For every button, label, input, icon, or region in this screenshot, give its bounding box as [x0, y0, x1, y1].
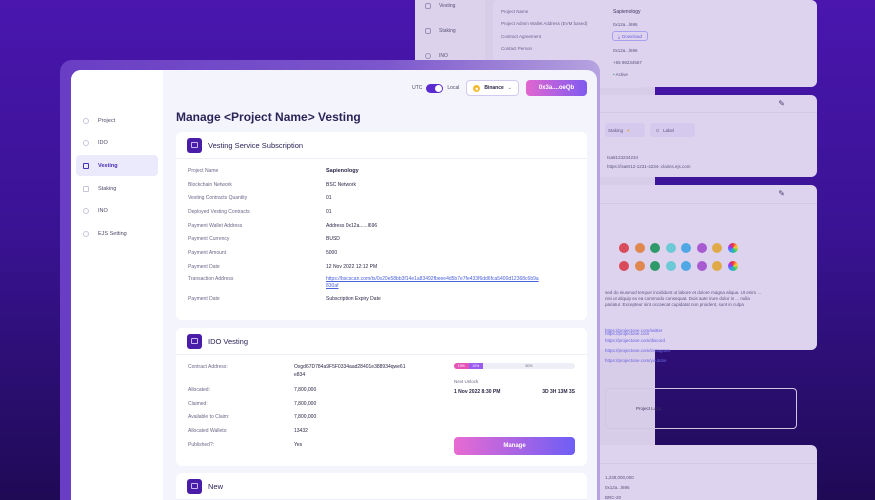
sidebar-item-ejs-setting[interactable]: EJS Setting: [76, 223, 158, 244]
download-icon: ⤓: [617, 33, 620, 39]
detail-row: Payment Amount 5000: [188, 249, 338, 256]
unlock-panel: 10% 10% 80% Next Unlock 1 Nov 2022 8:30 …: [454, 363, 575, 395]
sidebar-item-staking[interactable]: Staking: [76, 178, 158, 199]
next-unlock-row: 1 Nov 2022 8:30 PM 3D 3H 13M 3S: [454, 389, 575, 395]
subscription-card: Vesting Service Subscription Project Nam…: [176, 132, 587, 320]
chart-box-icon: [83, 162, 89, 169]
ido-vesting-body: Contract Address: Oxgd67D784a9F5F0334aad2…: [176, 355, 587, 465]
detail-row: Payment Wallet Address Address 0x12a.....…: [188, 222, 378, 229]
checkbox-icon: [656, 128, 659, 132]
detail-row: Available to Claim: 7,800,000: [188, 414, 317, 421]
detail-row: Published?: Yes: [188, 442, 303, 449]
chart-box-icon: [187, 333, 202, 349]
transaction-link[interactable]: https://bscscan.com/tx/0x20e58bb3f14e1a8…: [326, 276, 539, 289]
coin-icon: ●: [627, 127, 630, 133]
bg-sidebar-item: INO: [415, 43, 485, 68]
manage-button[interactable]: Manage: [454, 437, 575, 455]
project-logo-dropzone[interactable]: Project Logo: [605, 388, 797, 429]
detail-row: Payment Date Subscription Expiry Date: [188, 296, 381, 303]
page-title: Manage <Project Name> Vesting: [176, 110, 361, 124]
chart-box-icon: [425, 2, 431, 9]
subscription-details: Project Name Sapienology Blockchain Netwo…: [176, 159, 587, 306]
detail-row: Allocated: 7,800,000: [188, 386, 317, 393]
chevron-down-icon: ⌄: [507, 85, 512, 91]
ido-details: Contract Address: Oxgd67D784a9F5F0334aad2…: [176, 361, 446, 452]
timezone-toggle-group: UTC Local: [412, 83, 460, 93]
ido-vesting-card: IDO Vesting Contract Address: Oxgd67D784a…: [176, 328, 587, 466]
network-selector[interactable]: ◆ Binance ⌄: [466, 80, 519, 96]
chart-box-icon: [187, 478, 202, 494]
sidebar-nav: Project IDO Vesting Staking INO EJS Sett…: [76, 110, 158, 246]
timezone-toggle[interactable]: [426, 83, 444, 93]
next-unlock-date: 1 Nov 2022 8:30 PM: [454, 389, 501, 395]
check-circle-icon: [83, 117, 89, 124]
bg-card-tags: ✎ Staking ● Label Isa8123234234 https://i…: [595, 95, 817, 177]
bg-sidebar-item: Staking: [415, 18, 485, 43]
status-dot-icon: •: [613, 72, 615, 77]
detail-row: Project Name Sapienology: [188, 167, 359, 174]
wallet-button[interactable]: 0x3a....oeQb: [526, 80, 587, 96]
sidebar-item-ino[interactable]: INO: [76, 201, 158, 222]
binance-icon: ◆: [473, 84, 481, 92]
download-button[interactable]: ⤓ Download: [612, 31, 648, 41]
edit-icon[interactable]: ✎: [778, 189, 785, 198]
layers-icon: [83, 185, 89, 192]
layers-icon: [425, 27, 431, 34]
detail-row: Vesting Contracts Quantity 01: [188, 195, 332, 202]
social-links: https://projectone.com/twitter https://p…: [605, 328, 671, 363]
main-window: Project IDO Vesting Staking INO EJS Sett…: [71, 70, 597, 500]
sidebar-item-project[interactable]: Project: [76, 110, 158, 131]
countdown: 3D 3H 13M 3S: [542, 389, 575, 395]
detail-row: Payment Date 12 Nov 2022 12:12 PM: [188, 263, 378, 270]
tag-staking: Staking ●: [605, 123, 645, 137]
topbar: UTC Local ◆ Binance ⌄ 0x3a....oeQb: [412, 80, 587, 96]
bg-card-project-values: Sapienology 0x12a...l696 ⤓ Download 0x12a…: [595, 0, 817, 87]
detail-row: Claimed: 7,800,000: [188, 400, 317, 407]
detail-row: Transaction Address https://bscscan.com/t…: [176, 274, 587, 293]
chart-box-icon: [187, 137, 202, 153]
edit-icon[interactable]: ✎: [778, 99, 785, 108]
card-header: New: [176, 473, 587, 500]
color-swatches-row: [619, 240, 743, 258]
tag-label: Label: [650, 123, 695, 137]
database-icon: [425, 52, 431, 59]
status-badge: • Active: [613, 72, 628, 77]
detail-row: Allocated Wallets: 13432: [188, 428, 308, 435]
detail-row: Blockchain Network BSC Network: [188, 181, 357, 188]
color-picker-icon[interactable]: [727, 261, 738, 271]
bg-card-token: 1,238,000,000 0x12a...l696 BRC-20: [595, 445, 817, 500]
database-icon: [83, 208, 89, 215]
check-circle-icon: [83, 140, 89, 147]
card-header: Vesting Service Subscription: [176, 132, 587, 159]
color-picker-icon[interactable]: [727, 243, 738, 253]
card-header: IDO Vesting: [176, 328, 587, 355]
link-list: https://projectone.com: [605, 331, 650, 336]
sidebar: Project IDO Vesting Staking INO EJS Sett…: [71, 70, 163, 500]
vesting-progress-bar: 10% 10% 80%: [454, 363, 575, 369]
sidebar-item-ido[interactable]: IDO: [76, 133, 158, 154]
settings-icon: [83, 230, 89, 237]
detail-row: Deployed Vesting Contracts 01: [188, 208, 332, 215]
sidebar-item-vesting[interactable]: Vesting: [76, 155, 158, 177]
new-vesting-card: New: [176, 473, 587, 500]
detail-row: Contract Address: Oxgd67D784a9F5F0334aad2…: [188, 364, 406, 378]
color-swatches-row: [619, 258, 743, 276]
bg-sidebar-item: Vesting: [415, 0, 485, 18]
detail-row: Payment Currency BUSD: [188, 236, 340, 243]
bg-card-branding: ✎ sed do eiusmod tempor incididunt ut la…: [595, 185, 817, 350]
